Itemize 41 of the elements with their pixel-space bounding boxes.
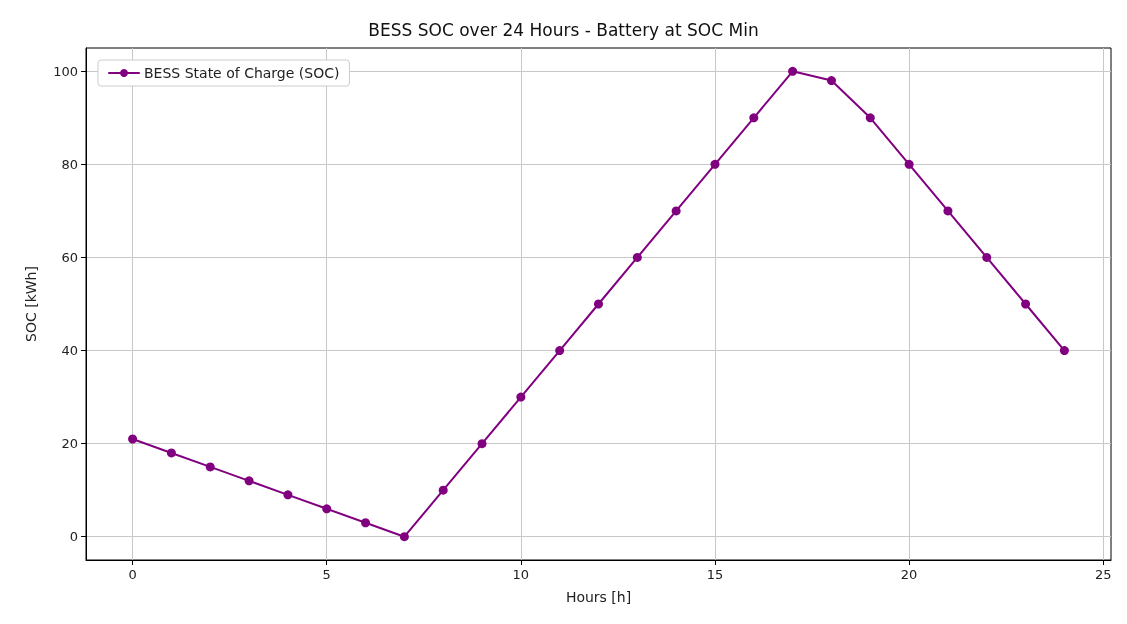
point [555, 346, 565, 356]
point [710, 159, 720, 169]
point [632, 252, 642, 262]
point [826, 76, 836, 86]
x-tick-label: 25 [1094, 567, 1112, 582]
y-tick-label: 60 [61, 249, 78, 265]
point [477, 439, 487, 449]
x-tick-label: 20 [900, 567, 918, 582]
x-tick-label: 5 [322, 567, 331, 582]
point [283, 490, 293, 500]
point [1021, 299, 1031, 309]
x-tick-label: 10 [512, 567, 530, 582]
point [943, 206, 953, 216]
point [128, 434, 138, 444]
point [516, 392, 526, 402]
point [361, 518, 371, 528]
y-tick-label: 80 [61, 156, 78, 172]
point [788, 66, 798, 76]
point [594, 299, 603, 309]
point [982, 252, 992, 262]
point [904, 159, 914, 169]
point [322, 504, 332, 514]
point [749, 113, 759, 123]
point [1059, 346, 1069, 356]
x-tick-label: 15 [706, 567, 724, 582]
legend-label: BESS State of Charge (SOC) [144, 65, 340, 81]
y-tick-label: 40 [61, 343, 78, 359]
point [166, 448, 176, 458]
point [865, 113, 875, 123]
point [438, 485, 448, 495]
y-tick-label: 0 [69, 529, 78, 545]
y-tick-label: 100 [53, 63, 78, 79]
chart-title: BESS SOC over 24 Hours - Battery at SOC Min [368, 19, 759, 40]
x-tick-label: 0 [128, 567, 137, 582]
point [244, 476, 254, 486]
y-tick-label: 20 [61, 436, 78, 452]
point [671, 206, 681, 216]
point [399, 532, 409, 542]
x-axis-title: Hours [h] [565, 589, 632, 605]
y-axis-title: SOC [kWh] [23, 266, 39, 342]
point [205, 462, 215, 472]
